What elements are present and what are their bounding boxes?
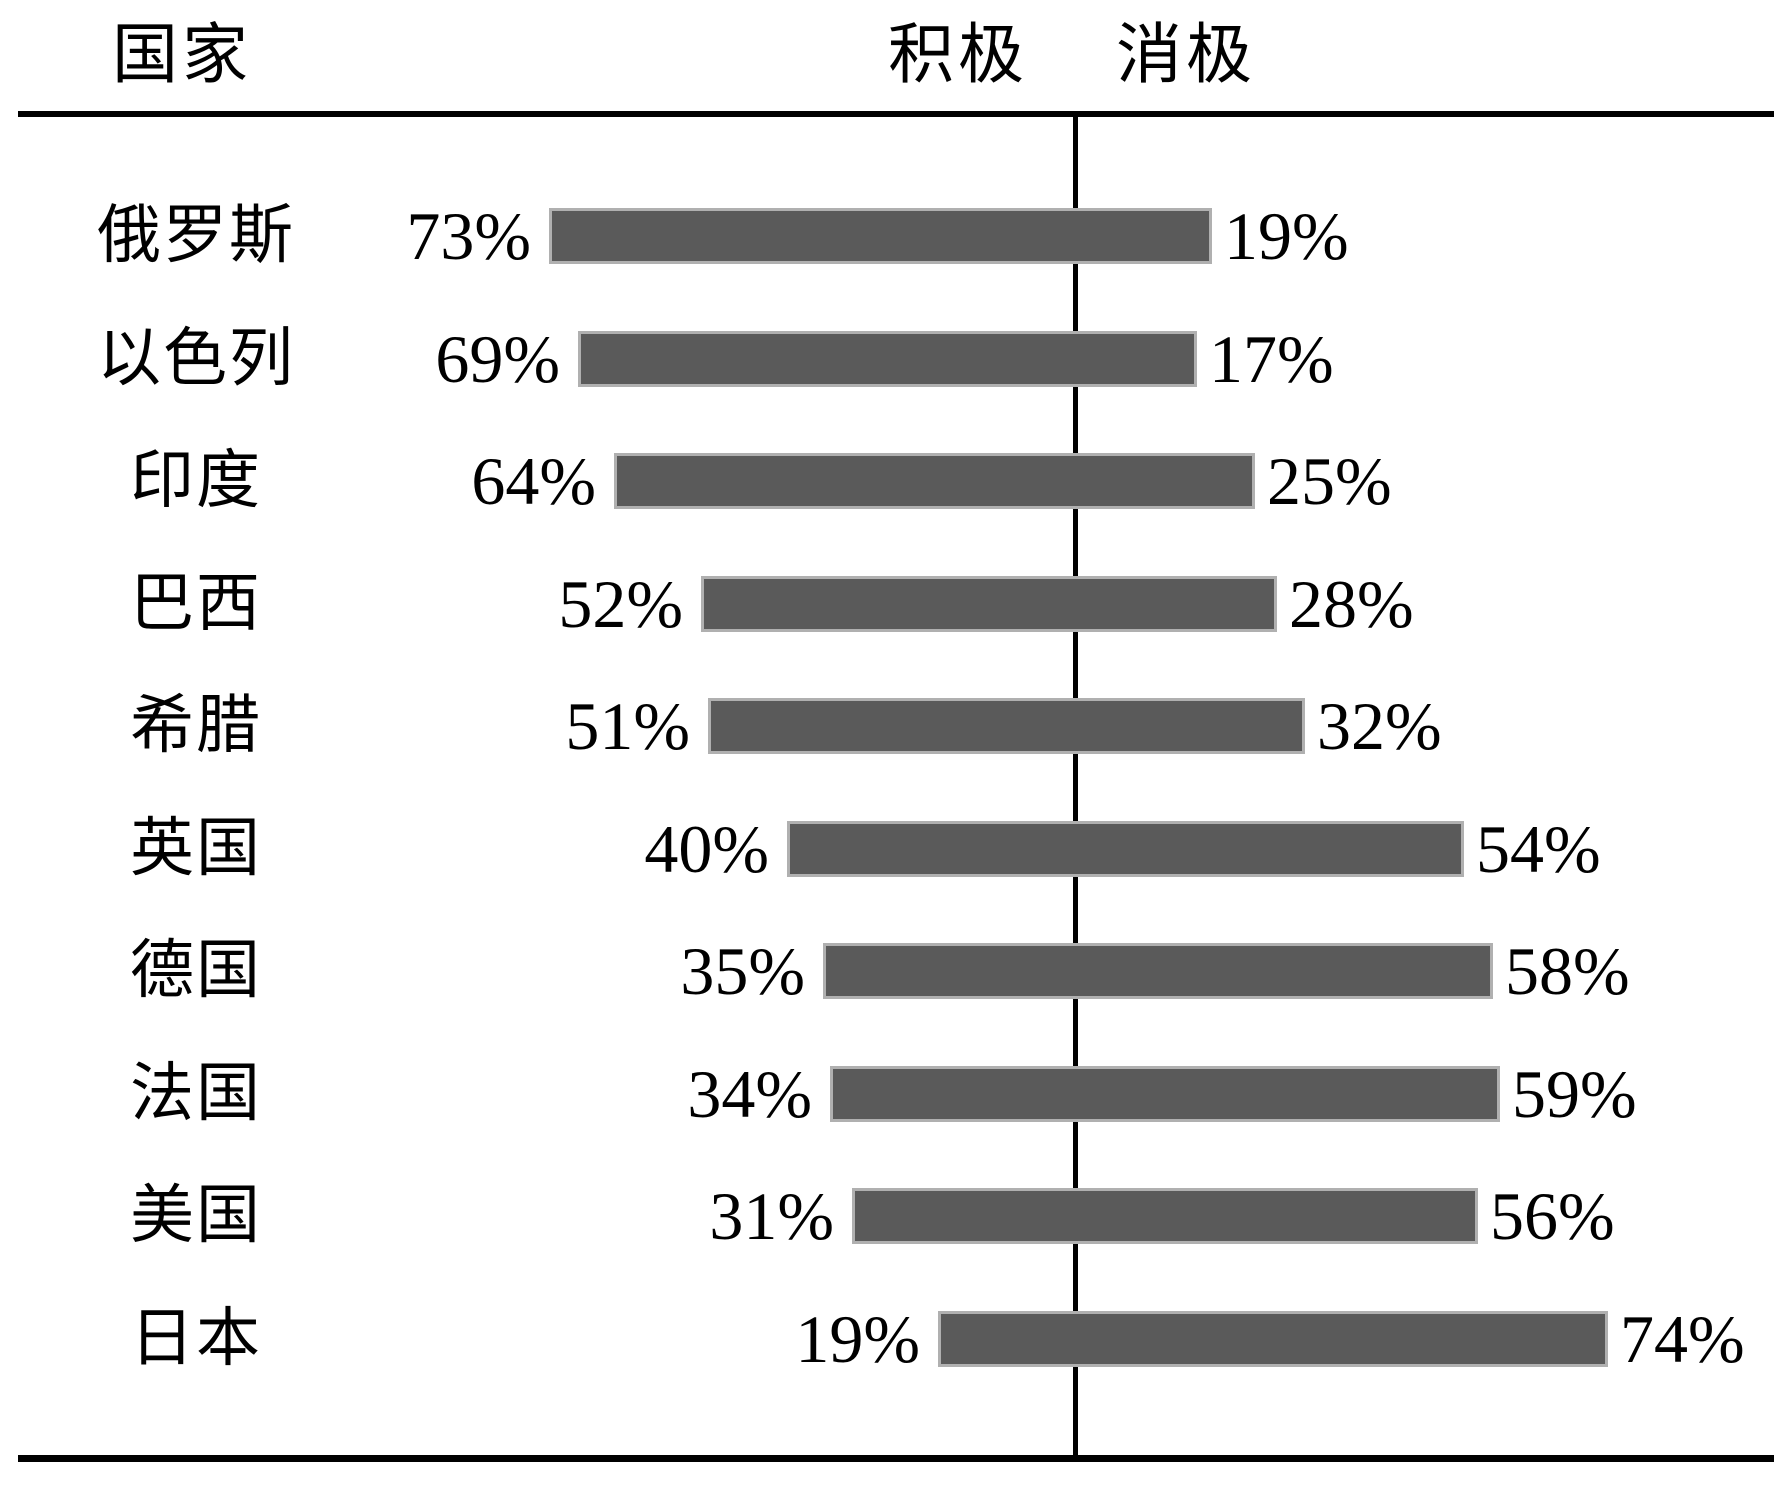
country-label: 德国 xyxy=(130,935,262,1006)
bottom-border-line xyxy=(18,1455,1774,1462)
negative-value-label: 32% xyxy=(1317,688,1442,764)
positive-value-label: 31% xyxy=(709,1178,834,1254)
positive-value-label: 40% xyxy=(644,811,769,887)
positive-value-label: 19% xyxy=(795,1301,920,1377)
negative-value-label: 19% xyxy=(1224,198,1349,274)
negative-value-label: 17% xyxy=(1209,321,1334,397)
positive-value-label: 64% xyxy=(471,443,596,519)
sentiment-bar xyxy=(549,208,1212,264)
sentiment-bar xyxy=(614,453,1255,509)
positive-value-label: 52% xyxy=(558,566,683,642)
sentiment-bar xyxy=(578,331,1197,387)
header-negative-column-label: 消极 xyxy=(1116,19,1256,92)
country-label: 英国 xyxy=(130,813,262,884)
sentiment-bar xyxy=(823,943,1493,999)
negative-value-label: 56% xyxy=(1490,1178,1615,1254)
negative-value-label: 25% xyxy=(1267,443,1392,519)
negative-value-label: 58% xyxy=(1505,933,1630,1009)
positive-value-label: 69% xyxy=(435,321,560,397)
country-label: 印度 xyxy=(130,445,262,516)
sentiment-bar xyxy=(852,1188,1478,1244)
country-label: 以色列 xyxy=(97,323,295,394)
country-label: 法国 xyxy=(130,1058,262,1129)
country-label: 巴西 xyxy=(130,568,262,639)
country-label: 日本 xyxy=(130,1303,262,1374)
positive-value-label: 34% xyxy=(687,1056,812,1132)
positive-value-label: 73% xyxy=(406,198,531,274)
sentiment-bar xyxy=(830,1066,1500,1122)
sentiment-bar xyxy=(938,1311,1608,1367)
negative-value-label: 59% xyxy=(1512,1056,1637,1132)
center-axis-line xyxy=(1073,111,1078,1462)
negative-value-label: 28% xyxy=(1289,566,1414,642)
header-positive-column-label: 积极 xyxy=(888,19,1028,92)
country-label: 俄罗斯 xyxy=(97,200,295,271)
positive-value-label: 35% xyxy=(680,933,805,1009)
sentiment-bar xyxy=(701,576,1277,632)
positive-value-label: 51% xyxy=(565,688,690,764)
country-label: 美国 xyxy=(130,1180,262,1251)
negative-value-label: 54% xyxy=(1476,811,1601,887)
country-label: 希腊 xyxy=(130,690,262,761)
sentiment-bar xyxy=(708,698,1305,754)
header-country-column-label: 国家 xyxy=(112,19,252,92)
sentiment-bar xyxy=(787,821,1464,877)
header-divider-line xyxy=(18,111,1774,117)
negative-value-label: 74% xyxy=(1620,1301,1745,1377)
